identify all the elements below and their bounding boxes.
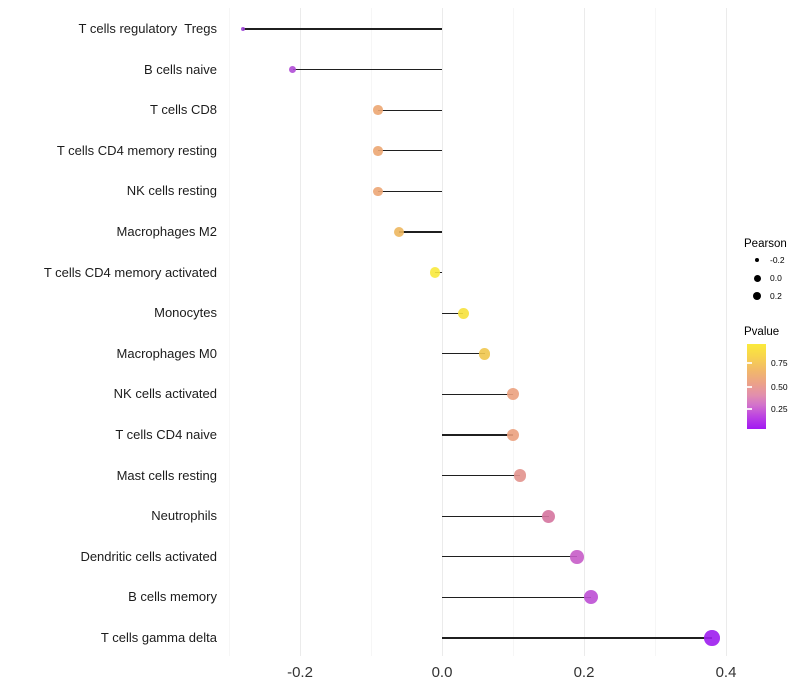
pvalue-gradient-bar (747, 344, 766, 429)
lollipop-stem (243, 28, 442, 30)
pearson-legend-dot (754, 257, 760, 263)
y-axis-label: Mast cells resting (116, 467, 217, 483)
pearson-legend-dot (752, 291, 762, 301)
pvalue-legend-label: 0.75 (771, 358, 788, 369)
y-axis-label: T cells CD4 memory resting (56, 142, 217, 158)
pvalue-color-legend: Pvalue 0.75 0.50 0.25 (744, 326, 800, 436)
pearson-legend-label: -0.2 (770, 255, 785, 265)
x-tick-label: 0.4 (715, 664, 737, 681)
lollipop-dot (507, 429, 519, 441)
y-axis-label: Dendritic cells activated (80, 548, 217, 564)
lollipop-dot (241, 27, 246, 31)
y-axis-label: NK cells activated (113, 386, 217, 402)
pvalue-legend-label: 0.50 (771, 382, 788, 392)
pearson-legend-dot (753, 274, 761, 282)
lollipop-dot (429, 267, 441, 278)
lollipop-dot (373, 105, 383, 115)
major-gridline (299, 8, 301, 656)
minor-gridline (512, 8, 514, 656)
lollipop-dot (289, 66, 297, 74)
lollipop-dot (513, 469, 527, 482)
x-tick-label: 0.2 (573, 664, 595, 681)
minor-gridline (228, 8, 230, 656)
lollipop-stem (442, 312, 464, 314)
lollipop-dot (584, 590, 599, 605)
lollipop-stem (442, 637, 712, 639)
major-gridline (583, 8, 585, 656)
lollipop-dot (507, 388, 519, 401)
major-gridline (441, 8, 443, 656)
pearson-legend-label: 0.0 (770, 273, 782, 283)
lollipop-stem (378, 109, 442, 111)
y-axis-label: T cells CD8 (150, 102, 217, 118)
lollipop-dot (373, 146, 383, 156)
lollipop-stem (442, 474, 521, 477)
x-tick-label: 0.0 (431, 664, 453, 681)
lollipop-dot (542, 509, 555, 523)
lollipop-stem (442, 353, 485, 355)
lollipop-dot (570, 550, 584, 564)
lollipop-stem (442, 515, 549, 517)
lollipop-stem (442, 596, 592, 599)
lollipop-stem (442, 393, 513, 396)
pvalue-bar-tick (747, 362, 752, 364)
y-axis-label: T cells gamma delta (100, 630, 217, 645)
pearson-size-legend: Pearson -0.2 0.0 0.2 (744, 238, 800, 310)
lollipop-dot (704, 630, 720, 646)
minor-gridline (654, 8, 656, 656)
pearson-legend-title: Pearson (744, 238, 787, 250)
y-axis-label: Monocytes (154, 305, 217, 321)
lollipop-stem (292, 68, 442, 71)
pvalue-legend-title: Pvalue (744, 326, 780, 338)
lollipop-stem (378, 190, 442, 193)
lollipop-dot (394, 227, 405, 237)
lollipop-dot (373, 186, 383, 197)
y-axis-label: Macrophages M2 (116, 224, 217, 239)
pvalue-bar-tick (747, 408, 752, 410)
y-axis-label: Macrophages M0 (116, 345, 217, 361)
x-tick-label: -0.2 (287, 664, 313, 681)
y-axis-label: T cells regulatory Tregs (78, 21, 217, 36)
y-axis-label: T cells CD4 memory activated (43, 264, 217, 280)
pvalue-legend-label: 0.25 (771, 404, 788, 415)
major-gridline (725, 8, 727, 656)
lollipop-stem (442, 434, 513, 436)
y-axis-label: B cells memory (128, 589, 217, 605)
lollipop-dot (457, 307, 469, 319)
pearson-legend-label: 0.2 (770, 291, 782, 301)
lollipop-stem (399, 231, 442, 233)
y-axis-label: B cells naive (144, 61, 217, 77)
pvalue-bar-tick (747, 386, 752, 388)
minor-gridline (370, 8, 372, 656)
y-axis-label: Neutrophils (151, 508, 217, 524)
lollipop-dot (478, 348, 491, 360)
y-axis-label: NK cells resting (126, 183, 217, 199)
lollipop-stem (378, 150, 442, 152)
lollipop-stem (442, 556, 577, 558)
y-axis-label: T cells CD4 naive (115, 427, 217, 442)
